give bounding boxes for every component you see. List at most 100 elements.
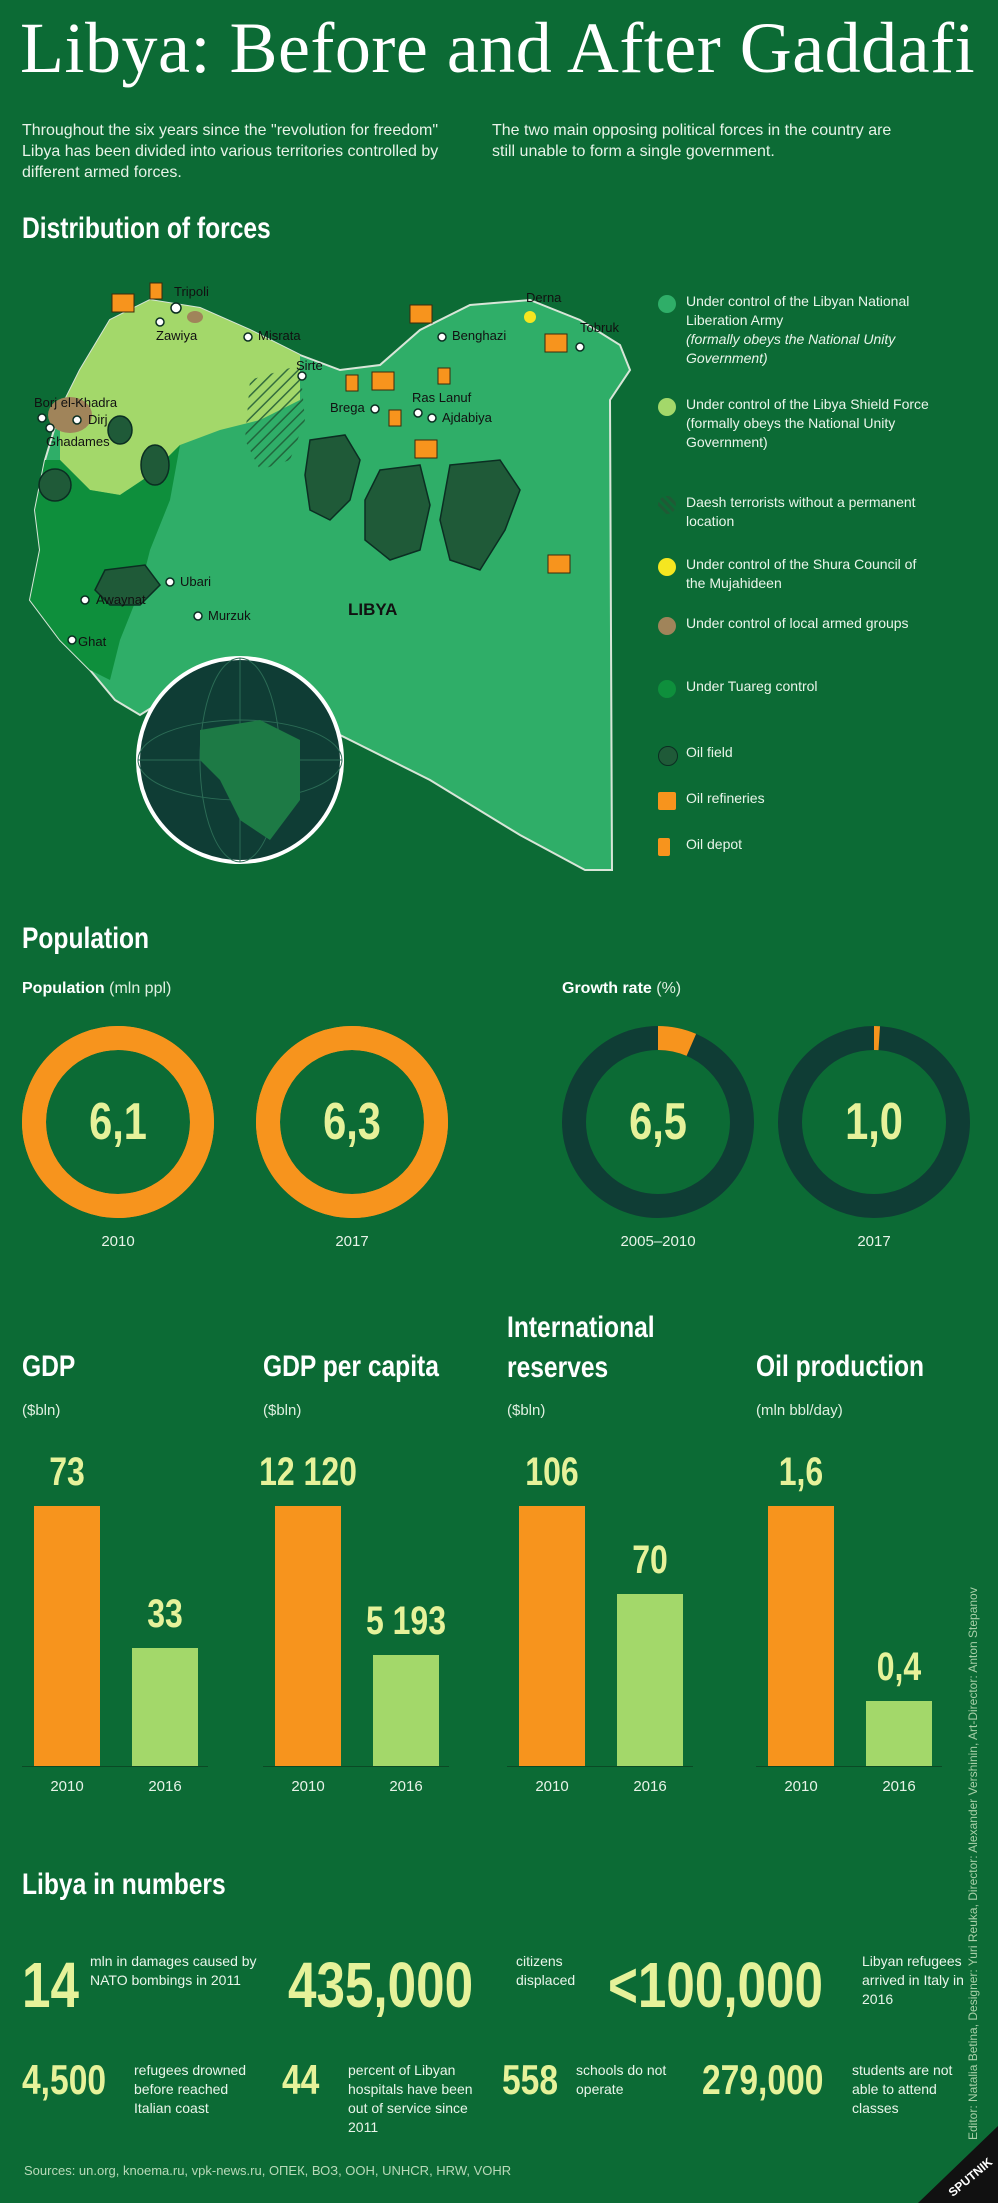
bar-category-label: 2016 bbox=[633, 1778, 667, 1795]
bar-chart-unit: ($bln) bbox=[22, 1402, 61, 1419]
bar-baseline bbox=[756, 1766, 942, 1767]
bar-value-label: 12 120 bbox=[259, 1450, 357, 1494]
bar-value-label: 106 bbox=[525, 1450, 579, 1494]
city-dots bbox=[37, 302, 585, 645]
bar-value-label: 33 bbox=[147, 1592, 183, 1636]
donut-3 bbox=[778, 1026, 970, 1218]
numbers-heading: Libya in numbers bbox=[22, 1868, 226, 1901]
bar-chart-title: International reserves bbox=[507, 1311, 655, 1384]
population-heading: Population bbox=[22, 922, 150, 955]
city-sirte: Sirte bbox=[296, 358, 323, 373]
bar bbox=[617, 1594, 683, 1766]
shield-territory bbox=[60, 300, 300, 495]
tuareg-territory bbox=[30, 445, 180, 680]
legend-swatch bbox=[658, 680, 676, 698]
bar-value-label: 0,4 bbox=[876, 1645, 922, 1689]
oil-refinery-icons bbox=[111, 293, 571, 574]
bar-value-label: 1,6 bbox=[778, 1450, 824, 1494]
city-ajdabiya: Ajdabiya bbox=[442, 410, 492, 425]
bar-category-label: 2016 bbox=[389, 1778, 423, 1795]
bar-chart-title: Oil production bbox=[756, 1350, 925, 1383]
map-country-label: LIBYA bbox=[348, 600, 398, 619]
local-groups-zone-2 bbox=[187, 311, 203, 323]
sputnik-logo: SPUTNIK bbox=[918, 2126, 998, 2203]
legend-daesh: Daesh terrorists without a permanent loc… bbox=[658, 493, 936, 531]
oil-depot-icons bbox=[149, 282, 451, 427]
bar-category-label: 2010 bbox=[50, 1778, 84, 1795]
globe-icon bbox=[136, 656, 344, 864]
donut-year-label: 2017 bbox=[335, 1233, 369, 1250]
bar bbox=[34, 1506, 100, 1766]
distribution-heading: Distribution of forces bbox=[22, 212, 271, 245]
bar-category-label: 2016 bbox=[882, 1778, 916, 1795]
sources: Sources: un.org, knoema.ru, vpk-news.ru,… bbox=[24, 2163, 512, 2178]
number-desc: citizens displaced bbox=[516, 1953, 576, 1988]
donut-value-arc bbox=[22, 1026, 214, 1218]
donut-value-label: 1,0 bbox=[845, 1093, 903, 1151]
city-ghat: Ghat bbox=[78, 634, 107, 649]
city-borj-el-khadra: Borj el-Khadra bbox=[34, 395, 118, 410]
number-value: 4,500 bbox=[22, 2056, 107, 2103]
donut-2 bbox=[562, 1026, 754, 1218]
city-murzuk: Murzuk bbox=[208, 608, 251, 623]
bar bbox=[275, 1506, 341, 1766]
donut-value-arc bbox=[562, 1026, 754, 1218]
legend-shura: Under control of the Shura Council of th… bbox=[658, 555, 936, 593]
city-tobruk: Tobruk bbox=[580, 320, 620, 335]
city-dirj: Dirj bbox=[88, 412, 108, 427]
legend-shield: Under control of the Libya Shield Force … bbox=[658, 395, 936, 452]
bar bbox=[373, 1655, 439, 1766]
legend-swatch bbox=[658, 295, 676, 313]
number-desc: mln in damages caused by NATO bombings i… bbox=[90, 1953, 257, 1988]
legend-depot: Oil depot bbox=[658, 835, 936, 856]
growth-subtitle: Growth rate (%) bbox=[562, 980, 682, 997]
local-groups-zone bbox=[48, 397, 92, 433]
number-value: 558 bbox=[502, 2056, 559, 2103]
libya-map bbox=[28, 282, 632, 871]
number-desc: schools do not operate bbox=[576, 2062, 667, 2097]
donut-year-label: 2005–2010 bbox=[620, 1233, 696, 1250]
number-desc: refugees drowned before reached Italian … bbox=[134, 2062, 247, 2116]
donut-value-label: 6,5 bbox=[629, 1093, 687, 1151]
oil-field-icon bbox=[658, 746, 678, 766]
number-value: 14 bbox=[22, 1949, 79, 2021]
number-value: 44 bbox=[282, 2056, 320, 2103]
intro-right: The two main opposing political forces i… bbox=[492, 122, 892, 160]
number-desc: students are not able to attend classes bbox=[852, 2062, 953, 2116]
bar-chart-title: GDP bbox=[22, 1350, 76, 1383]
donut-value-arc bbox=[256, 1026, 448, 1218]
bar-baseline bbox=[507, 1766, 693, 1767]
bar-chart-unit: ($bln) bbox=[507, 1402, 546, 1419]
donut-value-label: 6,3 bbox=[323, 1093, 381, 1151]
bar bbox=[866, 1701, 932, 1766]
bar-value-label: 70 bbox=[632, 1538, 668, 1582]
bar-chart-title: GDP per capita bbox=[263, 1350, 439, 1383]
city-labels: Tripoli Zawiya Misrata Sirte Benghazi De… bbox=[0, 260, 660, 880]
bar-chart-unit: (mln bbl/day) bbox=[756, 1402, 843, 1419]
donut-value-arc bbox=[778, 1026, 970, 1218]
legend-swatch bbox=[658, 496, 676, 514]
donut-0 bbox=[22, 1026, 214, 1218]
bar-category-label: 2010 bbox=[535, 1778, 569, 1795]
city-zawiya: Zawiya bbox=[156, 328, 198, 343]
daesh-zone bbox=[245, 365, 305, 470]
city-tripoli: Tripoli bbox=[174, 284, 209, 299]
legend-refinery: Oil refineries bbox=[658, 789, 936, 810]
city-ghadames: Ghadames bbox=[46, 434, 110, 449]
number-desc: percent of Libyan hospitals have been ou… bbox=[348, 2062, 473, 2135]
donut-year-label: 2017 bbox=[857, 1233, 891, 1250]
bar-category-label: 2010 bbox=[291, 1778, 325, 1795]
oil-depot-icon bbox=[658, 838, 670, 856]
page-title: Libya: Before and After Gaddafi bbox=[20, 8, 976, 88]
bar-baseline bbox=[263, 1766, 449, 1767]
bar bbox=[519, 1506, 585, 1766]
bar bbox=[768, 1506, 834, 1766]
legend-swatch bbox=[658, 558, 676, 576]
city-brega: Brega bbox=[330, 400, 365, 415]
bar-chart-unit: ($bln) bbox=[263, 1402, 302, 1419]
legend-oil-field: Oil field bbox=[658, 743, 936, 766]
population-subtitle: Population (mln ppl) bbox=[22, 980, 172, 997]
donut-1 bbox=[256, 1026, 448, 1218]
number-value: 279,000 bbox=[702, 2056, 824, 2103]
city-ubari: Ubari bbox=[180, 574, 212, 589]
